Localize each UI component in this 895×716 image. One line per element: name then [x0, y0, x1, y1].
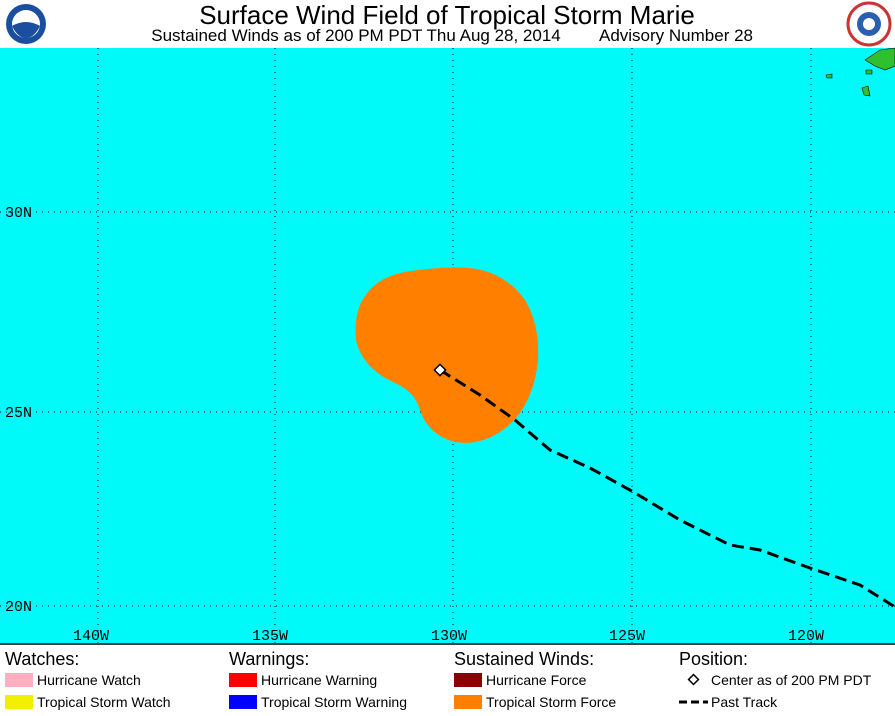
noaa-logo: [6, 4, 46, 44]
nws-logo: [846, 1, 892, 47]
advisory: Advisory Number 28: [599, 26, 753, 45]
lon-labels: 140W 135W 130W 125W 120W: [73, 628, 824, 645]
swatch: [5, 695, 33, 709]
tropical-storm-wind-field: [355, 267, 539, 443]
legend-item: Tropical Storm Warning: [261, 694, 407, 710]
center-symbol: [687, 673, 700, 686]
legend-item: Tropical Storm Force: [486, 694, 616, 710]
swatch: [454, 673, 482, 687]
legend-heading: Position:: [679, 649, 748, 669]
legend-heading: Sustained Winds:: [454, 649, 594, 669]
lon-label: 140W: [73, 628, 109, 645]
legend-item: Hurricane Watch: [37, 672, 141, 688]
legend-item: Tropical Storm Watch: [37, 694, 171, 710]
lon-label: 130W: [431, 628, 467, 645]
lat-label: 20N: [5, 599, 32, 616]
swatch: [454, 695, 482, 709]
lat-labels: 30N 25N 20N: [5, 205, 32, 616]
legend-item: Hurricane Warning: [261, 672, 377, 688]
storm-center: [433, 363, 447, 377]
swatch: [5, 673, 33, 687]
legend: Watches: Hurricane Watch Tropical Storm …: [5, 649, 872, 710]
legend-item: Center as of 200 PM PDT: [711, 672, 872, 688]
legend-heading: Watches:: [5, 649, 79, 669]
land: [825, 47, 895, 97]
lon-label: 120W: [788, 628, 824, 645]
legend-item: Hurricane Force: [486, 672, 587, 688]
subtitle: Sustained Winds as of 200 PM PDT Thu Aug…: [151, 26, 561, 45]
legend-item: Past Track: [711, 694, 778, 710]
lat-label: 30N: [5, 205, 32, 222]
swatch: [229, 695, 257, 709]
title: Surface Wind Field of Tropical Storm Mar…: [199, 0, 695, 30]
lon-label: 125W: [609, 628, 645, 645]
legend-heading: Warnings:: [229, 649, 309, 669]
lat-label: 25N: [5, 405, 32, 422]
past-track: [439, 368, 895, 609]
lon-label: 135W: [252, 628, 288, 645]
swatch: [229, 673, 257, 687]
